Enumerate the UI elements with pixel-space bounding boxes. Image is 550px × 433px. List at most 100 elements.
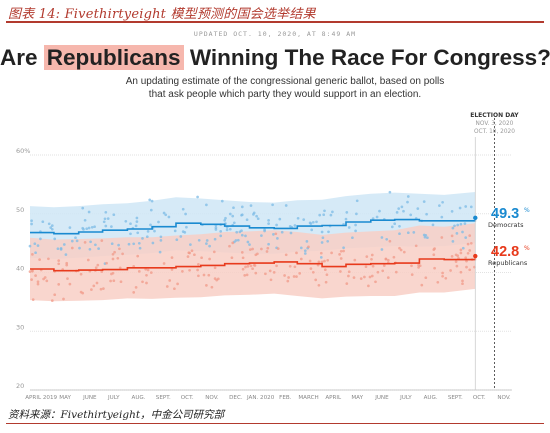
democrats-poll-dot — [347, 226, 351, 229]
democrats-poll-dot — [129, 232, 132, 236]
democrats-poll-dot — [59, 247, 63, 250]
y-tick-label: 20 — [16, 382, 24, 390]
democrats-poll-dot — [331, 210, 334, 214]
democrats-poll-dot — [276, 237, 279, 240]
x-tick-label: JUNE — [374, 395, 389, 401]
republicans-poll-dot — [441, 274, 444, 278]
democrats-poll-dot — [181, 207, 185, 211]
democrats-poll-dot — [232, 206, 235, 210]
democrats-poll-dot — [224, 216, 227, 220]
republicans-poll-dot — [70, 246, 74, 250]
democrats-poll-dot — [416, 207, 420, 210]
democrats-poll-dot — [78, 246, 81, 250]
x-tick-label: JULY — [107, 395, 120, 401]
republicans-poll-dot — [449, 269, 452, 272]
x-tick-label: JULY — [399, 395, 412, 401]
republicans-poll-dot — [144, 267, 148, 271]
republicans-poll-dot — [308, 259, 312, 263]
democrats-poll-dot — [398, 232, 401, 236]
democrats-poll-dot — [310, 228, 314, 232]
republicans-poll-dot — [254, 253, 258, 257]
republicans-poll-dot — [28, 270, 32, 273]
democrats-poll-dot — [236, 238, 240, 242]
republicans-poll-dot — [112, 279, 116, 283]
democrats-poll-dot — [103, 217, 107, 221]
democrats-poll-dot — [326, 239, 330, 243]
republicans-poll-dot — [47, 257, 50, 261]
democrats-poll-dot — [461, 246, 465, 250]
democrats-poll-dot — [208, 244, 211, 248]
democrats-poll-dot — [380, 248, 384, 251]
democrats-poll-dot — [402, 209, 405, 213]
democrats-poll-dot — [173, 229, 177, 233]
republicans-poll-dot — [196, 268, 199, 272]
democrats-poll-dot — [110, 242, 114, 246]
figure-caption: 图表 14: Fivethirtyeight 模型预测的国会选举结果 — [8, 7, 316, 22]
democrats-poll-dot — [354, 229, 357, 233]
republicans-poll-dot — [31, 298, 35, 301]
republicans-poll-dot — [145, 273, 148, 277]
democrats-poll-dot — [34, 251, 37, 255]
democrats-poll-dot — [267, 219, 270, 222]
republicans-poll-dot — [111, 252, 115, 256]
x-tick-label: AUG. — [424, 395, 438, 401]
democrats-poll-dot — [327, 230, 330, 234]
republicans-poll-dot — [141, 280, 144, 284]
republicans-poll-dot — [374, 280, 377, 284]
republicans-poll-dot — [399, 248, 403, 252]
democrats-poll-dot — [309, 222, 313, 225]
republicans-poll-dot — [307, 245, 310, 249]
republicans-poll-dot — [248, 248, 252, 251]
republicans-poll-dot — [186, 255, 190, 258]
democrats-poll-dot — [256, 217, 260, 221]
republicans-poll-dot — [459, 251, 463, 255]
republicans-poll-dot — [392, 255, 396, 259]
republicans-poll-dot — [386, 258, 390, 262]
democrats-poll-dot — [93, 225, 96, 229]
republicans-poll-dot — [465, 265, 468, 269]
democrats-poll-dot — [431, 223, 435, 227]
democrats-poll-dot — [456, 223, 460, 227]
republicans-poll-dot — [454, 260, 458, 263]
republicans-poll-dot — [116, 256, 120, 260]
republicans-poll-dot — [381, 269, 385, 273]
republicans-poll-dot — [190, 249, 194, 253]
republicans-poll-dot — [284, 253, 288, 257]
democrats-poll-dot — [85, 227, 89, 231]
democrats-poll-dot — [135, 216, 139, 220]
democrats-poll-dot — [289, 231, 293, 235]
republicans-poll-dot — [455, 264, 459, 268]
republicans-poll-dot — [461, 282, 464, 286]
democrats-poll-dot — [134, 224, 138, 228]
democrats-poll-dot — [355, 199, 359, 203]
democrats-poll-dot — [129, 222, 132, 226]
democrats-poll-dot — [455, 232, 459, 235]
republicans-poll-dot — [99, 287, 103, 291]
republicans-poll-dot — [95, 281, 99, 285]
republicans-poll-dot — [414, 244, 418, 248]
democrats-poll-dot — [464, 205, 468, 208]
democrats-poll-dot — [151, 241, 155, 245]
republicans-poll-dot — [170, 268, 174, 271]
democrats-poll-dot — [303, 249, 307, 253]
democrats-poll-dot — [36, 244, 40, 247]
democrats-poll-dot — [275, 223, 278, 227]
democrats-poll-dot — [469, 205, 473, 209]
democrats-poll-dot — [248, 243, 251, 246]
republicans-poll-dot — [241, 256, 245, 260]
democrats-poll-dot — [458, 206, 462, 210]
republicans-poll-dot — [57, 262, 61, 266]
democrats-percent-sign: % — [524, 207, 530, 214]
democrats-poll-dot — [102, 220, 106, 224]
democrats-poll-dot — [159, 239, 163, 242]
republicans-average-line — [30, 256, 477, 272]
democrats-poll-dot — [311, 220, 315, 224]
democrats-poll-dot — [124, 219, 128, 223]
democrats-poll-dot — [50, 227, 54, 231]
democrats-poll-dot — [440, 215, 444, 219]
republicans-poll-dot — [367, 284, 370, 288]
republicans-poll-dot — [202, 273, 206, 277]
democrats-poll-dot — [132, 242, 136, 246]
republicans-poll-dot — [298, 272, 302, 275]
republicans-poll-dot — [245, 273, 249, 277]
